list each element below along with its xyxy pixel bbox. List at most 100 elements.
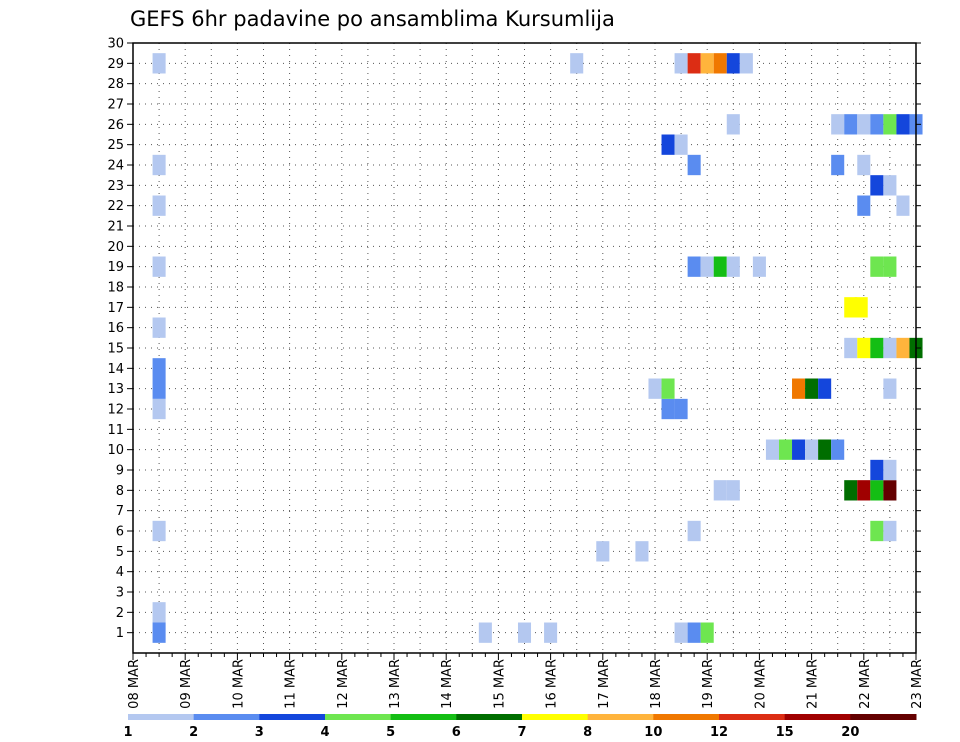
precip-cell	[857, 480, 871, 501]
precip-cell	[883, 520, 897, 542]
y-tick-label: 7	[116, 504, 124, 519]
precip-cell	[818, 439, 832, 460]
y-tick-label: 24	[107, 159, 124, 174]
precip-cell	[152, 154, 166, 176]
x-tick-label: 19 MAR	[701, 659, 716, 709]
precip-cell	[596, 541, 610, 562]
y-tick-label: 16	[107, 321, 124, 336]
precip-cell	[152, 378, 166, 399]
precip-cell	[870, 114, 884, 135]
precip-cell	[870, 520, 884, 542]
y-tick-label: 9	[116, 464, 124, 479]
precip-cell	[844, 114, 858, 135]
precip-cell	[883, 114, 897, 135]
precip-cell	[870, 175, 884, 196]
y-tick-label: 10	[107, 443, 124, 458]
precip-cell	[570, 53, 584, 74]
y-tick-label: 14	[107, 362, 124, 377]
precip-cell	[544, 622, 558, 643]
precip-cell	[844, 297, 858, 318]
y-tick-label: 3	[116, 586, 124, 601]
precip-cell	[831, 439, 845, 460]
y-tick-label: 4	[116, 565, 124, 580]
legend-swatch	[456, 714, 523, 720]
legend-swatch	[719, 714, 786, 720]
legend-label: 6	[452, 725, 461, 740]
precip-cell	[870, 256, 884, 277]
precip-cell	[857, 154, 871, 176]
x-tick-label: 12 MAR	[336, 659, 351, 709]
y-tick-label: 1	[116, 626, 124, 641]
precip-cell	[883, 480, 897, 501]
precip-cell	[152, 358, 166, 379]
precip-cell	[661, 134, 675, 155]
precip-cell	[713, 256, 727, 277]
legend-swatch	[259, 714, 326, 720]
x-tick-label: 11 MAR	[284, 659, 299, 709]
precip-cell	[870, 337, 884, 359]
x-tick-label: 22 MAR	[858, 659, 873, 709]
y-tick-label: 11	[107, 423, 124, 438]
precipitation-cells	[152, 53, 923, 643]
y-tick-label: 8	[116, 484, 124, 499]
precip-cell	[854, 297, 868, 318]
precip-cell	[857, 195, 871, 216]
precip-cell	[883, 337, 897, 359]
x-tick-label: 20 MAR	[753, 659, 768, 709]
precip-cell	[896, 114, 910, 135]
precip-cell	[661, 378, 675, 399]
precip-cell	[152, 317, 166, 338]
precip-cell	[883, 175, 897, 196]
precip-cell	[857, 337, 871, 359]
precip-cell	[152, 398, 166, 420]
legend-swatch	[587, 714, 654, 720]
precip-cell	[152, 602, 166, 623]
legend-label: 4	[320, 725, 329, 740]
precip-cell	[792, 439, 806, 460]
legend-label: 7	[517, 725, 526, 740]
precip-cell	[883, 459, 897, 481]
precip-cell	[844, 480, 858, 501]
precip-cell	[844, 337, 858, 359]
y-tick-label: 2	[116, 606, 124, 621]
precip-cell	[478, 622, 492, 643]
precip-cell	[700, 53, 714, 74]
precip-cell	[635, 541, 649, 562]
y-tick-label: 17	[107, 301, 124, 316]
x-tick-label: 14 MAR	[440, 659, 455, 709]
y-tick-label: 26	[107, 118, 124, 133]
legend-label: 3	[255, 725, 264, 740]
precip-cell	[648, 378, 662, 399]
y-tick-label: 30	[107, 37, 124, 52]
precip-cell	[152, 256, 166, 277]
legend-swatch	[193, 714, 260, 720]
precip-cell	[883, 378, 897, 399]
y-tick-label: 25	[107, 138, 124, 153]
x-tick-label: 16 MAR	[545, 659, 560, 709]
precip-cell	[152, 53, 166, 74]
x-tick-label: 17 MAR	[597, 659, 612, 709]
y-tick-label: 23	[107, 179, 124, 194]
precip-cell	[739, 53, 753, 74]
legend-label: 1	[123, 725, 132, 740]
precip-cell	[818, 378, 832, 399]
y-tick-label: 20	[107, 240, 124, 255]
precip-cell	[792, 378, 806, 399]
legend-swatch	[784, 714, 851, 720]
legend-swatch	[850, 714, 917, 720]
x-tick-label: 18 MAR	[649, 659, 664, 709]
precip-cell	[870, 480, 884, 501]
precip-cell	[700, 256, 714, 277]
precip-cell	[726, 480, 740, 501]
precip-cell	[752, 256, 766, 277]
x-tick-label: 09 MAR	[179, 659, 194, 709]
precip-cell	[857, 114, 871, 135]
precip-cell	[831, 154, 845, 176]
x-tick-label: 23 MAR	[910, 659, 925, 709]
legend-swatch	[128, 714, 195, 720]
precip-cell	[896, 195, 910, 216]
legend-label: 8	[583, 725, 592, 740]
y-tick-label: 6	[116, 525, 124, 540]
precip-cell	[726, 114, 740, 135]
x-tick-label: 21 MAR	[806, 659, 821, 709]
